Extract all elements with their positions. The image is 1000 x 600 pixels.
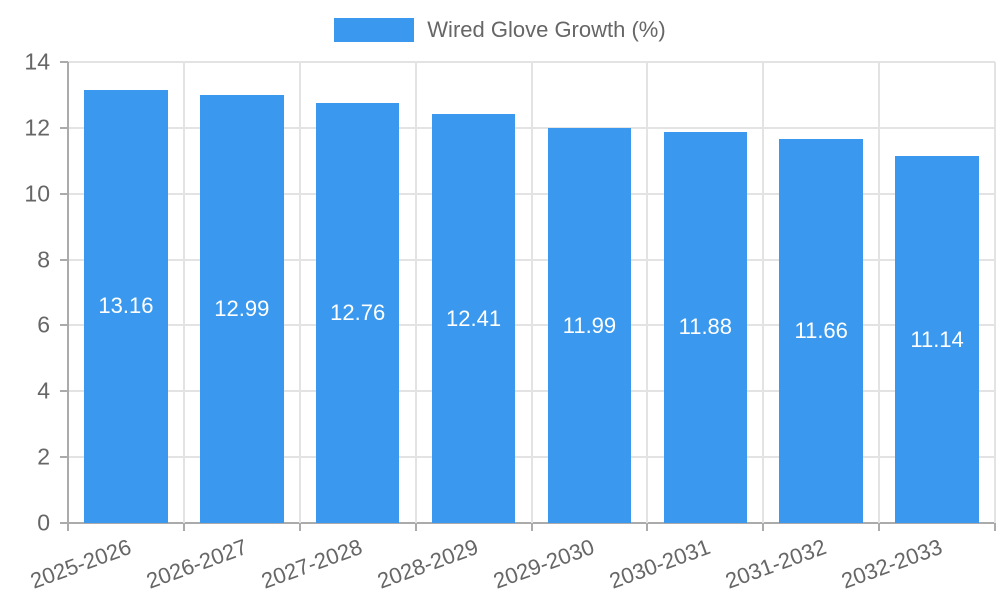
bar[interactable] [200,95,284,523]
x-axis-tick-label: 2025-2026 [26,534,135,594]
x-tick-mark [414,523,417,531]
bar-value-label: 12.41 [446,305,502,331]
gridline-x [878,62,881,523]
bar[interactable] [315,102,400,523]
y-tick-mark [60,324,68,327]
y-axis-tick-label: 8 [37,246,50,273]
y-axis-tick-label: 0 [37,509,50,536]
bar-value-label: 11.99 [562,312,617,338]
bar[interactable] [547,128,632,523]
x-axis-tick-label: 2032-2033 [837,534,946,594]
bar-value-label: 12.99 [214,296,270,322]
y-axis-tick-label: 2 [37,443,50,470]
y-axis-tick-label: 10 [24,180,50,207]
x-axis-tick-label: 2030-2031 [606,534,714,594]
bar[interactable] [663,131,748,523]
x-axis-tick-label: 2028-2029 [374,534,482,594]
x-tick-mark [994,523,996,531]
legend-swatch-icon [334,18,415,42]
y-axis-tick-label: 12 [24,114,50,141]
gridline-x [530,62,533,523]
bar-value-label: 11.66 [794,318,848,344]
x-axis-tick-label: 2031-2032 [721,534,830,594]
bar-value-label: 13.16 [98,293,154,319]
y-tick-mark [60,258,68,261]
y-tick-mark [60,390,68,393]
bar-value-label: 11.14 [910,326,964,352]
y-tick-mark [60,61,68,63]
bar[interactable] [84,89,168,523]
y-tick-mark [60,522,68,524]
y-tick-mark [60,456,68,459]
bar[interactable] [779,139,863,523]
bar[interactable] [431,114,516,523]
bar-value-label: 11.88 [678,314,733,340]
x-tick-mark [67,523,69,531]
x-tick-mark [530,523,533,531]
y-axis-tick-label: 14 [24,48,50,75]
gridline-x [298,62,301,523]
x-tick-mark [762,523,765,531]
y-axis-tick-label: 4 [37,377,50,404]
bar[interactable] [895,156,979,523]
chart-legend: Wired Glove Growth (%) [0,16,1000,44]
x-axis-tick-label: 2029-2030 [490,534,598,594]
gridline-x [414,62,417,523]
x-axis-tick-label: 2026-2027 [142,534,251,594]
gridline-x [994,62,996,523]
x-tick-mark [298,523,301,531]
gridline-x [762,62,765,523]
legend-item-wired-glove-growth[interactable]: Wired Glove Growth (%) [334,16,666,44]
gridline-x [182,62,185,523]
x-axis-tick-label: 2027-2028 [258,534,366,594]
legend-label: Wired Glove Growth (%) [427,17,666,42]
y-axis-tick-label: 6 [37,311,50,338]
x-tick-mark [878,523,881,531]
y-tick-mark [60,126,68,129]
y-tick-mark [60,192,68,195]
x-tick-mark [646,523,649,531]
bar-value-label: 12.76 [330,299,386,325]
x-tick-mark [182,523,185,531]
gridline-x [646,62,649,523]
y-axis-line [67,62,69,525]
